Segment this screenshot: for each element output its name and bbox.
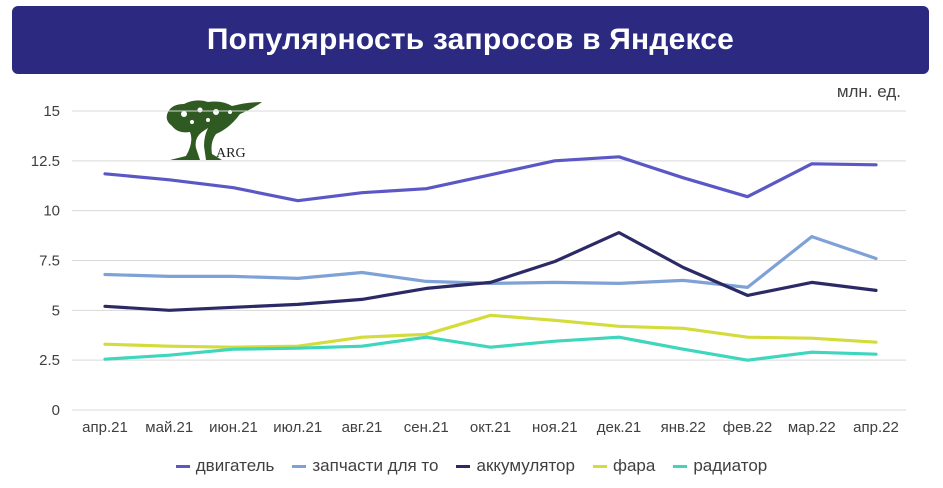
y-tick-label: 0: [52, 402, 60, 419]
y-tick-label: 12.5: [31, 153, 60, 170]
legend-swatch: [592, 464, 607, 468]
legend-swatch: [456, 464, 471, 468]
y-tick-label: 7.5: [39, 253, 60, 270]
x-tick-label: авг.21: [342, 419, 383, 436]
legend-label: двигатель: [195, 456, 275, 475]
series-line-3: [103, 313, 878, 349]
series-line-0: [103, 155, 878, 203]
legend-item: фара: [592, 456, 656, 476]
series-line-4: [103, 335, 878, 362]
x-tick-label: июн.21: [209, 419, 258, 436]
y-tick-label: 2.5: [39, 352, 60, 369]
y-tick-label: 15: [43, 103, 60, 120]
x-tick-label: янв.22: [661, 419, 706, 436]
legend-item: аккумулятор: [456, 456, 575, 476]
legend-swatch: [292, 464, 307, 468]
legend-label: аккумулятор: [476, 456, 575, 475]
logo-text: ARG: [216, 146, 246, 161]
x-tick-label: мар.22: [788, 419, 836, 436]
legend-swatch: [673, 464, 688, 468]
x-tick-label: апр.22: [853, 419, 899, 436]
legend-item: запчасти для то: [292, 456, 438, 476]
x-tick-label: окт.21: [470, 419, 511, 436]
x-tick-label: сен.21: [404, 419, 449, 436]
legend-item: радиатор: [673, 456, 767, 476]
x-tick-label: июл.21: [273, 419, 322, 436]
legend: двигатель запчасти для то аккумулятор фара р…: [0, 456, 943, 476]
series-line-2: [103, 231, 878, 312]
x-tick-label: апр.21: [82, 419, 128, 436]
x-tick-label: май.21: [145, 419, 193, 436]
title-banner: Популярность запросов в Яндексе: [12, 6, 929, 74]
x-tick-label: ноя.21: [532, 419, 578, 436]
legend-label: радиатор: [693, 456, 768, 475]
legend-item: двигатель: [175, 456, 275, 476]
y-tick-label: 10: [43, 203, 60, 220]
x-tick-label: фев.22: [723, 419, 773, 436]
legend-swatch: [175, 464, 190, 468]
x-tick-label: дек.21: [597, 419, 642, 436]
chart-title: Популярность запросов в Яндексе: [206, 23, 735, 56]
legend-label: фара: [612, 456, 656, 475]
unit-label: млн. ед.: [836, 82, 901, 101]
y-tick-label: 5: [52, 302, 60, 319]
series-line-1: [103, 235, 878, 289]
legend-label: запчасти для то: [312, 456, 439, 475]
